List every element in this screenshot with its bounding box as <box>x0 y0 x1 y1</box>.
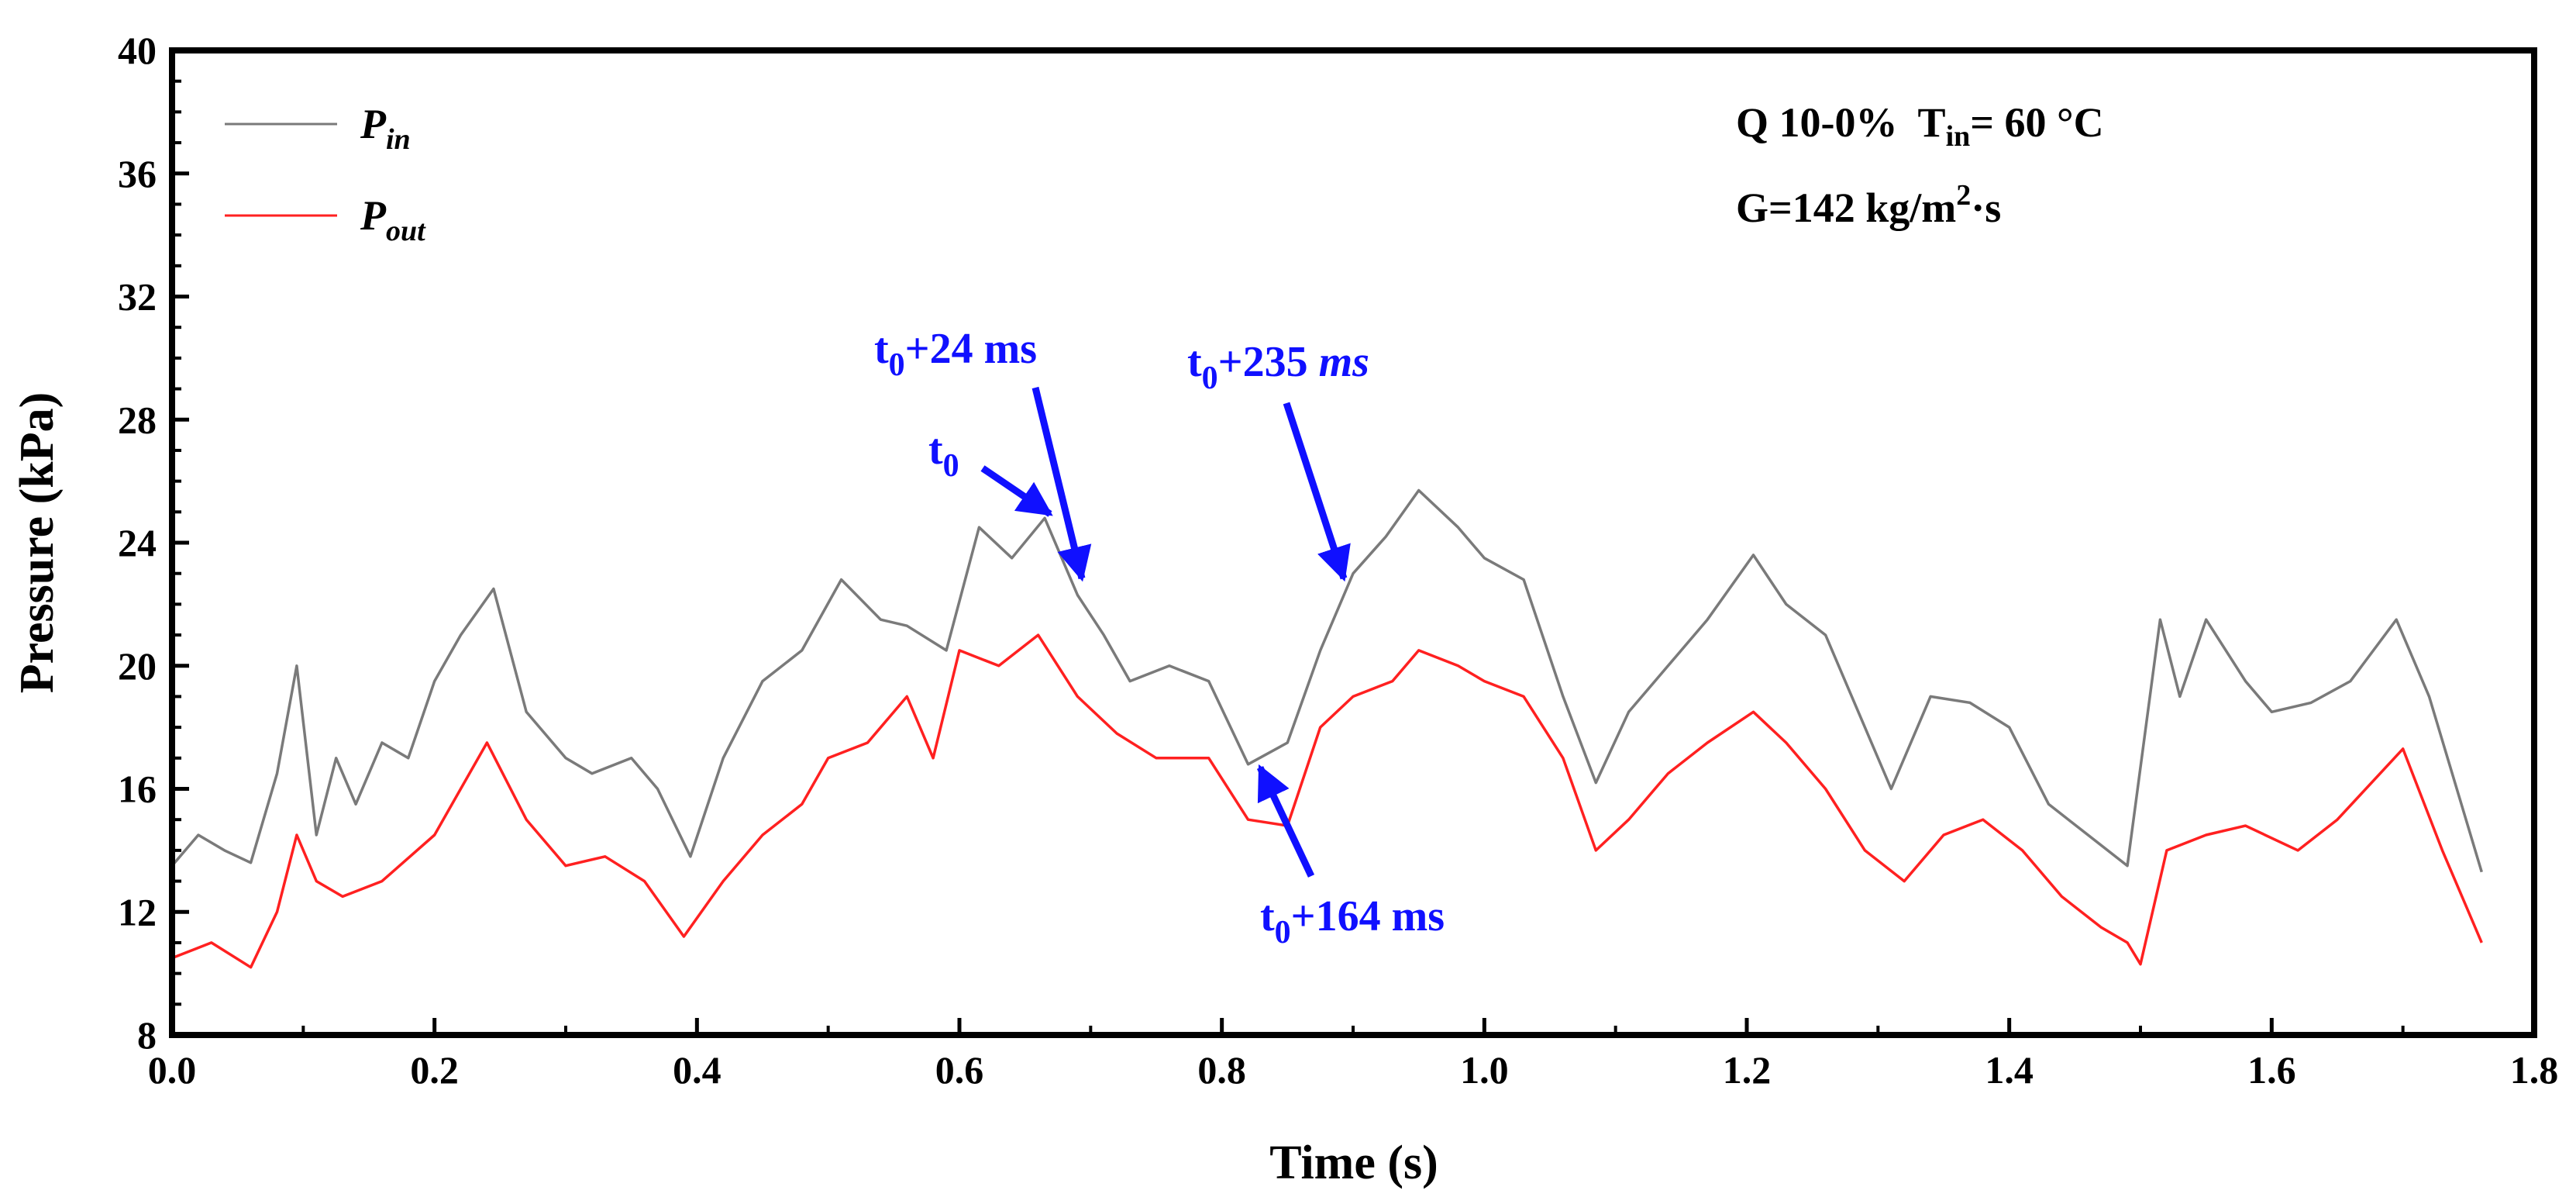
annotation-t0-plus-24ms-arrow <box>1031 386 1092 582</box>
x-axis-title: Time (s) <box>1269 1137 1438 1189</box>
x-tick-label: 0.2 <box>410 1048 459 1092</box>
annotation-t0-plus-235ms: t0+235 ms <box>1187 338 1369 582</box>
annotation-t0-label: t0 <box>928 426 959 484</box>
x-tick-label: 1.6 <box>2247 1048 2296 1092</box>
y-tick-label: 40 <box>118 29 157 72</box>
annotation-t0-plus-24ms-label: t0+24 ms <box>874 325 1037 383</box>
legend-label-p-out: Pout <box>360 192 426 247</box>
annotation-t0-plus-164ms-label: t0+164 ms <box>1260 892 1445 950</box>
condition-labels: Q 10-0% Tin= 60 °C G=142 kg/m2·s <box>1736 99 2104 231</box>
annotation-t0-plus-164ms: t0+164 ms <box>1256 764 1445 950</box>
condition-line-2: G=142 kg/m2·s <box>1736 179 2001 231</box>
x-tick-label: 0.0 <box>148 1048 197 1092</box>
x-axis-ticks: 0.0 0.2 0.4 0.6 0.8 1.0 1.2 1.4 1.6 1.8 <box>148 1018 2559 1092</box>
annotation-t0-plus-235ms-arrow <box>1283 402 1351 582</box>
y-axis-title: Pressure (kPa) <box>11 392 64 694</box>
series-layer <box>170 488 2483 969</box>
x-tick-label: 0.4 <box>673 1048 721 1092</box>
series-line-p-in <box>170 488 2483 873</box>
x-tick-label: 1.2 <box>1723 1048 1772 1092</box>
annotation-t0: t0 <box>928 426 1053 517</box>
annotation-t0-plus-24ms: t0+24 ms <box>874 325 1092 582</box>
x-tick-label: 1.4 <box>1985 1048 2034 1092</box>
y-tick-label: 12 <box>118 890 157 933</box>
annotations: t0 t0+24 ms t0+164 ms t0+235 ms <box>874 325 1445 950</box>
y-tick-label: 36 <box>118 152 157 195</box>
x-tick-label: 1.0 <box>1460 1048 1509 1092</box>
annotation-t0-plus-235ms-label: t0+235 ms <box>1187 338 1369 396</box>
y-axis-ticks: 8 12 16 20 24 28 32 36 40 <box>118 29 189 1057</box>
x-tick-label: 0.6 <box>935 1048 984 1092</box>
legend-label-p-in: Pin <box>360 101 411 156</box>
y-tick-label: 20 <box>118 644 157 688</box>
legend: Pin Pout <box>225 101 426 247</box>
y-tick-label: 16 <box>118 768 157 811</box>
y-tick-label: 8 <box>137 1013 157 1057</box>
condition-line-1: Q 10-0% Tin= 60 °C <box>1736 99 2104 153</box>
x-tick-label: 1.8 <box>2510 1048 2559 1092</box>
annotation-t0-plus-164ms-arrow <box>1256 764 1315 878</box>
y-tick-label: 32 <box>118 275 157 319</box>
plot-frame <box>169 47 2537 1038</box>
y-tick-label: 28 <box>118 398 157 441</box>
annotation-t0-arrow <box>980 465 1053 517</box>
y-tick-label: 24 <box>118 521 157 564</box>
x-tick-label: 0.8 <box>1197 1048 1246 1092</box>
series-line-p-out <box>171 633 2483 969</box>
